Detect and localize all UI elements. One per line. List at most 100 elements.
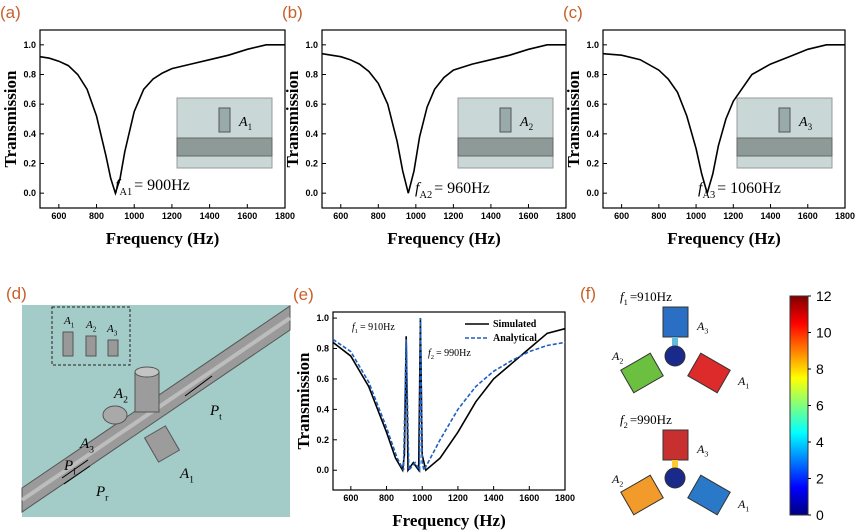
- label-part: =990Hz: [630, 412, 672, 427]
- resonator-a3: [103, 406, 127, 424]
- subscript: 1: [71, 321, 75, 329]
- x-tick-label: 1800: [556, 211, 576, 221]
- x-tick-label: 800: [89, 211, 104, 221]
- x-tick-label: 600: [51, 211, 66, 221]
- subscript: 2: [619, 480, 623, 489]
- y-tick-label: 0.6: [316, 374, 329, 384]
- label: A3: [696, 319, 708, 336]
- subscript: A3: [702, 190, 715, 201]
- panel-label: (c): [563, 3, 583, 22]
- schematic-f: [621, 307, 730, 515]
- y-tick-label: 0.4: [305, 129, 318, 139]
- subscript: 2: [529, 122, 534, 132]
- label: fA1= 900Hz: [115, 177, 190, 198]
- x-tick-label: 1600: [237, 211, 257, 221]
- junction: [665, 346, 685, 366]
- colorbar-tick-label: 4: [816, 434, 824, 450]
- label-part: A: [238, 115, 248, 130]
- x-tick-label: 800: [651, 211, 666, 221]
- y-tick-label: 0.8: [305, 70, 318, 80]
- y-axis-title: Transmission: [294, 352, 313, 450]
- x-tick-label: 800: [379, 493, 394, 503]
- x-tick-label: 600: [333, 211, 348, 221]
- inset-cylinder: [500, 108, 511, 132]
- x-axis-title: Frequency (Hz): [106, 229, 219, 248]
- label-part: P: [63, 458, 73, 474]
- y-tick-label: 0.4: [23, 129, 36, 139]
- x-tick-label: 1600: [519, 493, 539, 503]
- panel-label: (b): [282, 3, 303, 22]
- figure: (a)600800100012001400160018000.00.20.40.…: [0, 0, 855, 530]
- label-part: = 900Hz: [134, 177, 190, 194]
- x-tick-label: 1600: [518, 211, 538, 221]
- x-tick-label: 1200: [723, 211, 743, 221]
- block: [663, 307, 688, 337]
- label: f1= 910Hz: [352, 322, 395, 335]
- x-tick-label: 1600: [798, 211, 818, 221]
- block: [663, 430, 688, 460]
- y-tick-label: 0.8: [316, 344, 329, 354]
- label: A1: [737, 374, 749, 391]
- subscript: A1: [119, 187, 132, 198]
- y-tick-label: 0.2: [586, 159, 599, 169]
- y-tick-label: 0.4: [586, 129, 599, 139]
- subscript: 3: [704, 450, 708, 459]
- panel-label: (e): [293, 285, 314, 304]
- y-tick-label: 0.6: [23, 99, 36, 109]
- colorbar-tick-label: 12: [816, 288, 832, 304]
- subscript: 2: [93, 325, 97, 333]
- colorbar-tick-label: 8: [816, 361, 824, 377]
- subscript: 1: [248, 122, 253, 132]
- inset-resonator: [63, 332, 73, 356]
- x-tick-label: 800: [371, 211, 386, 221]
- y-tick-label: 1.0: [316, 313, 329, 323]
- inset-pipe: [458, 138, 553, 156]
- block: [621, 353, 663, 393]
- colorbar-tick-label: 6: [816, 398, 824, 414]
- schematic-d: [22, 305, 290, 517]
- label: f2=990Hz: [620, 412, 672, 430]
- x-tick-label: 1800: [275, 211, 295, 221]
- y-tick-label: 0.8: [23, 70, 36, 80]
- colorbar-tick-label: 10: [816, 325, 832, 341]
- inset-resonator: [108, 340, 118, 356]
- legend-label: Simulated: [493, 319, 537, 330]
- x-tick-label: 1800: [835, 211, 855, 221]
- colorbar-tick-label: 0: [816, 507, 824, 523]
- x-tick-label: 600: [343, 493, 358, 503]
- y-tick-label: 0.8: [586, 70, 599, 80]
- subscript: 1: [745, 382, 749, 391]
- inset-cylinder: [219, 108, 230, 132]
- inset-pipe: [177, 138, 272, 156]
- y-tick-label: 0.6: [305, 99, 318, 109]
- x-tick-label: 600: [614, 211, 629, 221]
- panel-label: (a): [0, 3, 21, 22]
- label-part: A: [798, 115, 808, 130]
- x-tick-label: 1200: [443, 211, 463, 221]
- y-tick-label: 0.2: [305, 159, 318, 169]
- y-tick-label: 0.0: [23, 188, 36, 198]
- legend-label: Analytical: [493, 333, 537, 344]
- block: [621, 475, 663, 515]
- y-tick-label: 0.0: [316, 465, 329, 475]
- panel-label: (f): [580, 284, 596, 303]
- x-tick-label: 1000: [124, 211, 144, 221]
- inset-pipe: [737, 138, 832, 156]
- label-part: = 960Hz: [434, 180, 490, 197]
- y-axis-title: Transmission: [564, 70, 583, 168]
- label-part: = 910Hz: [360, 322, 395, 333]
- x-tick-label: 1400: [484, 493, 504, 503]
- colorbar-tick-label: 2: [816, 471, 824, 487]
- subscript: 2: [624, 420, 628, 430]
- subscript: 1: [355, 328, 358, 335]
- subscript: 2: [431, 354, 434, 361]
- x-tick-label: 1800: [555, 493, 575, 503]
- subscript: 1: [624, 297, 628, 307]
- label-part: = 1060Hz: [717, 180, 781, 197]
- subscript: 3: [808, 122, 813, 132]
- x-tick-label: 1200: [162, 211, 182, 221]
- subscript: 1: [189, 475, 194, 486]
- label-part: P: [209, 403, 219, 419]
- x-tick-label: 1000: [412, 493, 432, 503]
- y-tick-label: 0.0: [305, 188, 318, 198]
